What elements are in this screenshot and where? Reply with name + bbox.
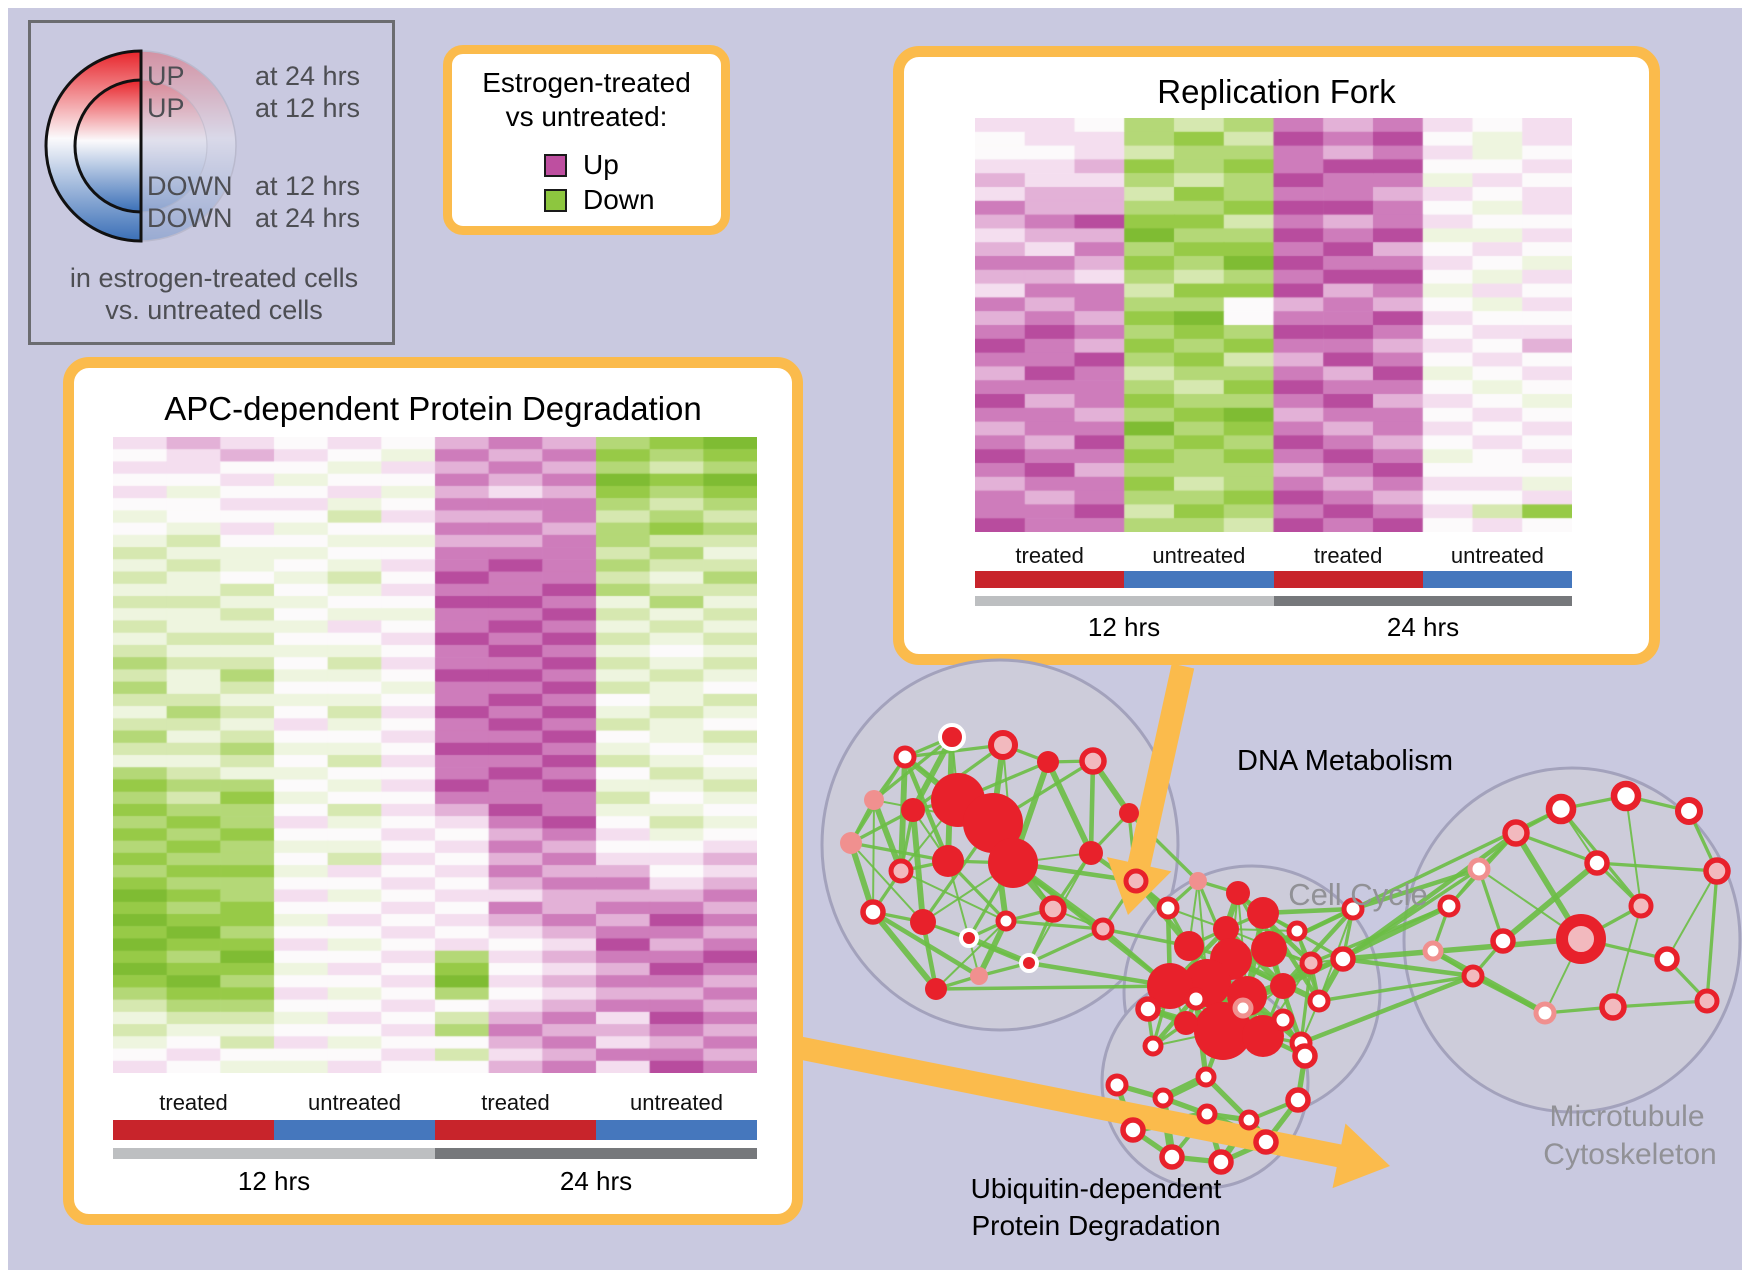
estrogen-legend-title-line2: vs untreated: [505, 101, 668, 132]
ring-legend-diagram: UP at 24 hrs UP at 12 hrs DOWN at 12 hrs… [44, 49, 360, 325]
apc-treated-bar-1 [113, 1120, 274, 1140]
replication-fork-panel: Replication Fork treated untreated treat… [893, 46, 1660, 665]
rf-treated-bar-2 [1273, 571, 1423, 588]
down-label: Down [583, 184, 655, 215]
rf-untreated-bar-1 [1124, 571, 1274, 588]
time-inner-down-label: at 12 hrs [255, 171, 360, 201]
rf-panel-title: Replication Fork [1157, 73, 1396, 110]
rf-treated-12-label: treated [1015, 543, 1084, 568]
up-outer-label: UP [147, 61, 185, 91]
legend-caption-line2: vs. untreated cells [105, 295, 323, 325]
apc-24hrs-label: 24 hrs [559, 1166, 633, 1196]
down-color-swatch [544, 188, 567, 212]
apc-condition-bar [113, 1120, 757, 1140]
apc-heatmap-panel: APC-dependent Protein Degradation treate… [63, 357, 803, 1225]
inner-ring [73, 78, 208, 214]
time-inner-up-label: at 12 hrs [255, 93, 360, 123]
apc-group-labels: treated untreated treated untreated [113, 1090, 757, 1116]
rf-heatmap [975, 118, 1572, 532]
apc-heatmap [113, 437, 757, 1073]
apc-treated-24-label: treated [481, 1090, 550, 1115]
legend-item-down: Down [544, 184, 655, 216]
apc-time-bar [113, 1148, 757, 1159]
interpretation-legend-box: UP at 24 hrs UP at 12 hrs DOWN at 12 hrs… [28, 20, 395, 345]
apc-untreated-bar-1 [274, 1120, 435, 1140]
rf-treated-24-label: treated [1313, 543, 1383, 568]
estrogen-legend-title-line1: Estrogen-treated [482, 67, 691, 98]
apc-untreated-12-label: untreated [308, 1090, 401, 1115]
down-inner-label: DOWN [147, 171, 232, 201]
ring-labels: UP at 24 hrs UP at 12 hrs DOWN at 12 hrs… [70, 61, 360, 325]
rf-12hrs-bar [975, 596, 1274, 606]
rf-group-labels: treated untreated treated untreated [975, 543, 1572, 569]
apc-treated-bar-2 [435, 1120, 596, 1140]
up-color-swatch [544, 153, 567, 177]
time-outer-down-label: at 24 hrs [255, 203, 360, 233]
time-outer-up-label: at 24 hrs [255, 61, 360, 91]
rf-untreated-12-label: untreated [1152, 543, 1246, 568]
apc-12hrs-label: 12 hrs [237, 1166, 311, 1196]
rf-untreated-24-label: untreated [1450, 543, 1544, 568]
apc-treated-12-label: treated [159, 1090, 228, 1115]
down-outer-label: DOWN [147, 203, 232, 233]
apc-panel-title: APC-dependent Protein Degradation [164, 390, 702, 427]
apc-untreated-bar-2 [596, 1120, 757, 1140]
rf-treated-bar-1 [975, 571, 1125, 588]
apc-untreated-24-label: untreated [630, 1090, 723, 1115]
rf-12hrs-label: 12 hrs [1087, 612, 1161, 642]
rf-untreated-bar-2 [1422, 571, 1572, 588]
legend-item-up: Up [544, 149, 619, 181]
estrogen-legend-title: Estrogen-treated vs untreated: [452, 66, 721, 134]
rf-24hrs-bar [1273, 596, 1572, 606]
legend-caption-line1: in estrogen-treated cells [70, 263, 358, 293]
rf-time-bar [975, 596, 1572, 606]
apc-24hrs-bar [435, 1148, 757, 1159]
rf-condition-bar [975, 571, 1572, 588]
up-label: Up [583, 149, 619, 180]
rf-24hrs-label: 24 hrs [1386, 612, 1460, 642]
estrogen-legend-box: Estrogen-treated vs untreated: Up Down [443, 45, 730, 235]
apc-12hrs-bar [113, 1148, 435, 1159]
up-inner-label: UP [147, 93, 185, 123]
